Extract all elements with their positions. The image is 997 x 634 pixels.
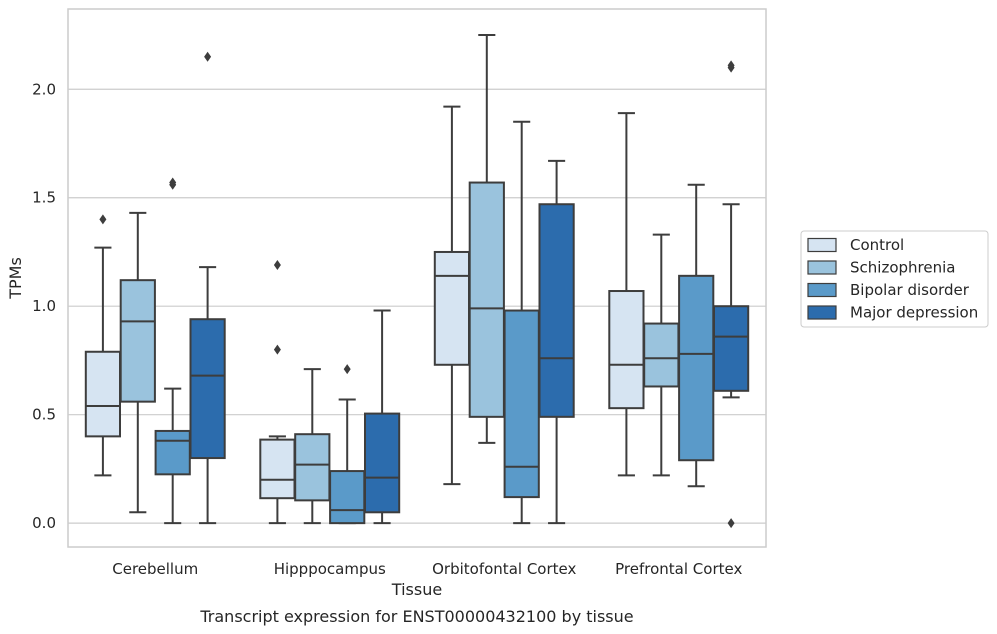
legend-label: Schizophrenia: [850, 259, 955, 277]
box-bipolar-disorder: [503, 120, 540, 525]
iqr-box: [433, 250, 471, 366]
y-axis-title: TPMs: [6, 257, 25, 300]
box-control: [433, 105, 471, 486]
grid-lines: [68, 88, 766, 524]
box-schizophrenia: [468, 34, 505, 444]
iqr-box: [503, 309, 540, 499]
iqr-box: [608, 290, 645, 410]
iqr-box: [363, 412, 401, 514]
y-tick-label: 1.5: [32, 189, 56, 207]
legend-label: Major depression: [850, 304, 978, 322]
y-tick-label: 2.0: [32, 80, 56, 98]
box-major-depression: [712, 60, 750, 529]
legend-swatch: [807, 282, 837, 298]
y-tick-label: 0.5: [32, 406, 56, 424]
iqr-box: [189, 318, 226, 460]
box-bipolar-disorder: [154, 177, 191, 525]
x-tick-label: Hipppocampus: [274, 560, 386, 578]
legend: Control Schizophrenia Bipolar disorder Majo…: [800, 230, 989, 328]
iqr-box: [678, 274, 715, 462]
legend-label: Control: [850, 236, 904, 254]
outlier-point: [99, 214, 107, 225]
x-tick-labels: Cerebellum Hipppocampus Orbitofontal Corte…: [112, 560, 742, 578]
box-major-depression: [538, 159, 575, 525]
iqr-box: [294, 433, 331, 502]
legend-swatch: [807, 305, 837, 320]
legend-item: Control: [807, 236, 904, 254]
outlier-point: [727, 60, 735, 71]
box-major-depression: [189, 51, 226, 525]
iqr-box: [84, 350, 122, 438]
y-tick-label: 0.0: [32, 514, 56, 532]
iqr-box: [329, 470, 366, 525]
y-tick-label: 1.0: [32, 297, 56, 315]
box-schizophrenia: [643, 233, 680, 477]
iqr-box: [259, 438, 296, 500]
x-tick-label: Orbitofontal Cortex: [432, 560, 576, 578]
legend-swatch: [807, 260, 837, 275]
box-bipolar-disorder: [678, 183, 715, 488]
iqr-box: [643, 322, 680, 388]
outlier-point: [273, 344, 281, 355]
legend-swatch: [807, 237, 837, 253]
chart-caption: Transcript expression for ENST0000043210…: [199, 607, 633, 626]
iqr-box: [468, 181, 505, 418]
outlier-point: [204, 51, 212, 62]
x-axis-title: Tissue: [391, 580, 442, 599]
iqr-box: [154, 429, 191, 476]
outlier-point: [343, 364, 351, 375]
iqr-box: [712, 305, 750, 392]
legend-item: Major depression: [807, 304, 978, 322]
x-tick-label: Prefrontal Cortex: [615, 560, 742, 578]
plot-frame: [67, 8, 767, 548]
legend-label: Bipolar disorder: [850, 281, 970, 299]
box-control: [608, 112, 645, 477]
iqr-box: [119, 279, 156, 403]
x-tick-label: Cerebellum: [112, 560, 198, 578]
box-control: [84, 214, 122, 477]
legend-item: Schizophrenia: [807, 259, 955, 277]
outlier-point: [727, 518, 735, 529]
box-bipolar-disorder: [329, 364, 366, 525]
box-schizophrenia: [119, 211, 156, 514]
box-control: [259, 259, 296, 525]
box-plot-area: [84, 34, 750, 529]
legend-frame: [800, 230, 989, 328]
iqr-box: [538, 203, 575, 418]
legend-item: Bipolar disorder: [807, 281, 970, 299]
box-major-depression: [363, 309, 401, 525]
box-schizophrenia: [294, 368, 331, 525]
outlier-point: [273, 259, 281, 270]
outlier-point: [169, 177, 177, 188]
y-tick-labels: 0.0 0.5 1.0 1.5 2.0: [32, 80, 56, 532]
